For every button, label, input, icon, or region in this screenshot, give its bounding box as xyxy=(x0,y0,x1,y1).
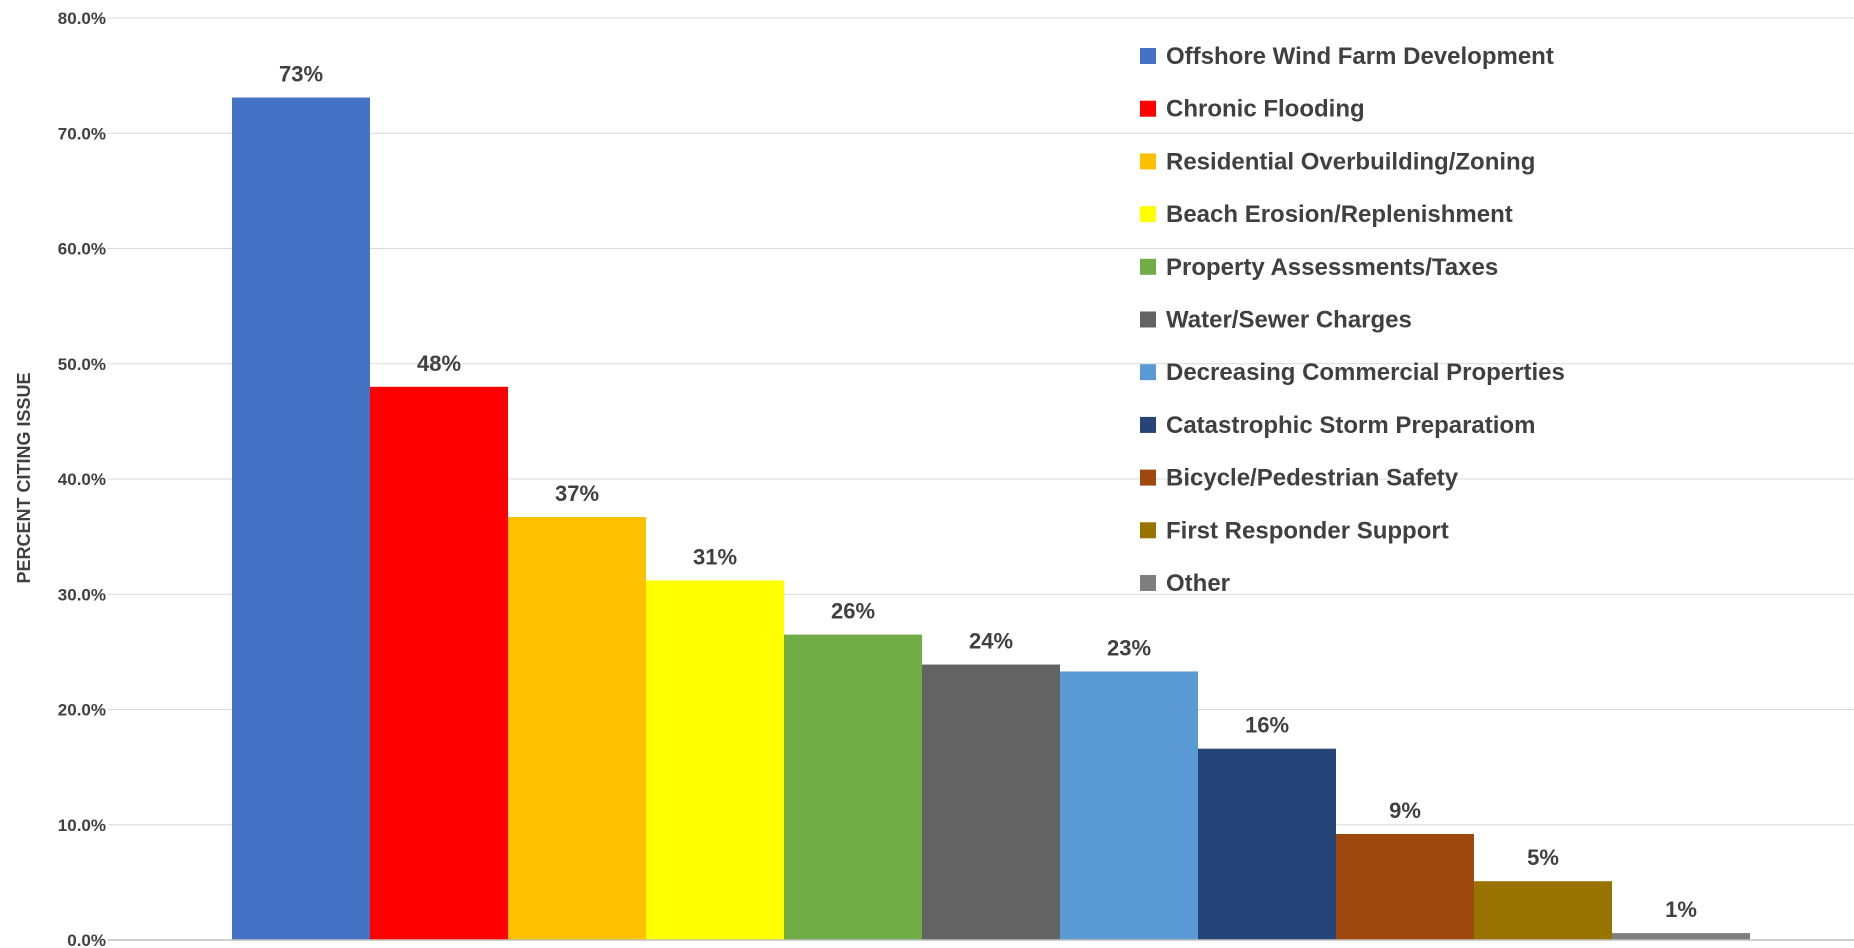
y-tick-label: 50.0% xyxy=(58,355,106,374)
legend-swatch xyxy=(1140,206,1156,223)
bar xyxy=(232,97,370,940)
legend-entry: Catastrophic Storm Preparatiom xyxy=(1166,412,1535,439)
data-label: 31% xyxy=(693,544,737,569)
legend-swatch xyxy=(1140,153,1156,170)
bar xyxy=(1474,881,1612,940)
bar xyxy=(1612,933,1750,940)
y-tick-label: 0.0% xyxy=(67,931,106,948)
legend-swatch xyxy=(1140,469,1156,486)
bar xyxy=(922,664,1060,940)
legend-swatch xyxy=(1140,311,1156,328)
data-label: 24% xyxy=(969,629,1013,654)
y-tick-label: 20.0% xyxy=(58,701,106,720)
legend-entry: First Responder Support xyxy=(1166,517,1449,544)
bar xyxy=(784,634,922,940)
legend: Offshore Wind Farm Development Chronic Fl… xyxy=(1140,43,1565,597)
legend-swatch xyxy=(1140,364,1156,381)
legend-swatch xyxy=(1140,100,1156,117)
legend-swatch xyxy=(1140,416,1156,433)
bar xyxy=(1060,671,1198,940)
legend-entry: Water/Sewer Charges xyxy=(1166,307,1412,334)
legend-entry: Bicycle/Pedestrian Safety xyxy=(1166,465,1459,492)
legend-swatch xyxy=(1140,575,1156,591)
legend-entry: Chronic Flooding xyxy=(1166,96,1365,123)
data-label: 23% xyxy=(1107,635,1151,660)
bar xyxy=(370,386,508,940)
y-tick-label: 70.0% xyxy=(58,124,106,143)
data-label: 16% xyxy=(1245,713,1289,738)
legend-entry: Other xyxy=(1166,570,1230,597)
legend-swatch xyxy=(1140,258,1156,275)
legend-entry: Offshore Wind Farm Development xyxy=(1166,43,1554,70)
legend-entry: Property Assessments/Taxes xyxy=(1166,254,1498,281)
y-axis-tick-labels: 0.0% 10.0% 20.0% 30.0% 40.0% 50.0% 60.0% 70.0% 8… xyxy=(58,9,106,948)
legend-swatch xyxy=(1140,48,1156,64)
bar xyxy=(646,580,784,940)
bar xyxy=(508,517,646,940)
data-labels: 73% 48% 37% 31% 26% 24% 23% 16% 9% 5% 1% xyxy=(279,62,1697,923)
data-label: 5% xyxy=(1527,845,1559,870)
y-tick-label: 10.0% xyxy=(58,816,106,835)
legend-swatch xyxy=(1140,522,1156,539)
y-axis-title: PERCENT CITING ISSUE xyxy=(14,372,34,583)
y-tick-label: 80.0% xyxy=(58,9,106,28)
data-label: 26% xyxy=(831,599,875,624)
data-label: 9% xyxy=(1389,798,1421,823)
bar xyxy=(1336,833,1474,940)
y-tick-label: 30.0% xyxy=(58,585,106,604)
legend-entry: Decreasing Commercial Properties xyxy=(1166,359,1565,386)
legend-entry: Beach Erosion/Replenishment xyxy=(1166,201,1513,228)
data-label: 37% xyxy=(555,481,599,506)
y-tick-label: 40.0% xyxy=(58,470,106,489)
y-tick-label: 60.0% xyxy=(58,240,106,259)
legend-entry: Residential Overbuilding/Zoning xyxy=(1166,148,1535,175)
bar xyxy=(1198,748,1336,940)
data-label: 48% xyxy=(417,351,461,376)
bars xyxy=(232,97,1750,940)
data-label: 73% xyxy=(279,62,323,87)
data-label: 1% xyxy=(1665,897,1697,922)
